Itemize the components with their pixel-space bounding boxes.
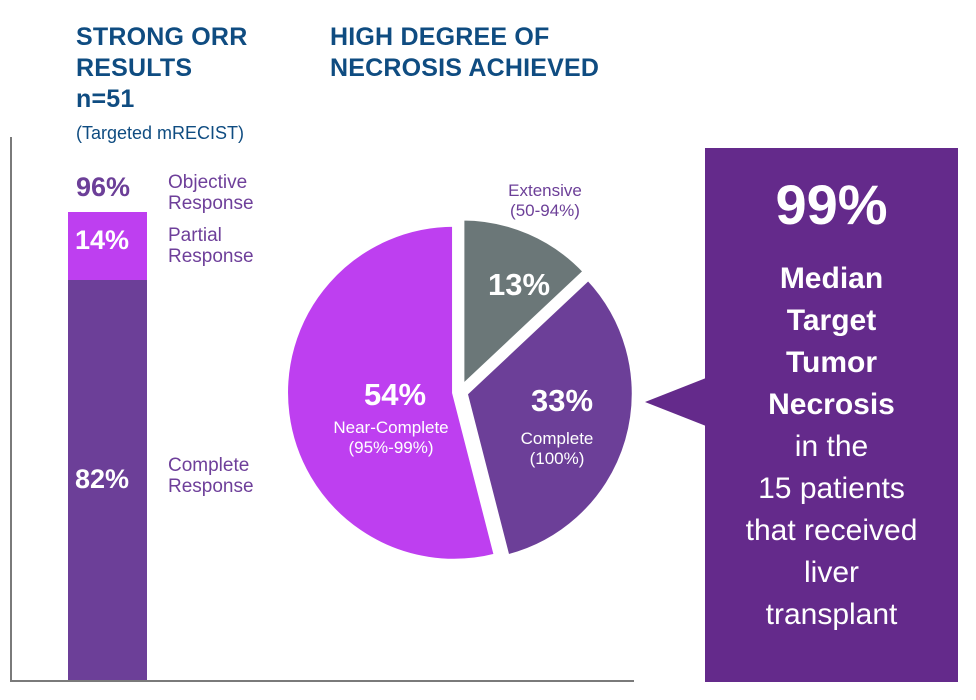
necrosis-title: HIGH DEGREE OF NECROSIS ACHIEVED — [330, 22, 599, 84]
objective-response-label-line2: Response — [168, 193, 254, 214]
objective-response-label: Objective Response — [168, 172, 254, 214]
complete-response-label: Complete Response — [168, 455, 254, 497]
complete-response-label-line2: Response — [168, 476, 254, 497]
necrosis-title-line1: HIGH DEGREE OF — [330, 23, 550, 51]
necrosis-pie-chart: 54% Near-Complete (95%-99%) 33% Complete… — [284, 181, 636, 563]
pie-extensive-label-line1: Extensive — [508, 181, 582, 200]
objective-response-label-line1: Objective — [168, 172, 248, 193]
partial-response-label-line1: Partial — [168, 225, 222, 246]
callout-line5: in the — [794, 430, 869, 463]
callout-line6: 15 patients — [758, 472, 905, 505]
pie-extensive-label-line2: (50-94%) — [510, 201, 580, 220]
pie-slice-complete — [463, 275, 636, 559]
partial-response-label-line2: Response — [168, 246, 254, 267]
pie-complete-label-line2: (100%) — [530, 449, 585, 468]
callout-line9: transplant — [765, 598, 898, 631]
bar-total-value: 96% — [76, 172, 131, 202]
pie-near-complete-value: 54% — [364, 377, 426, 412]
pie-near-complete-label-line1: Near-Complete — [333, 418, 448, 437]
partial-response-label: Partial Response — [168, 225, 254, 267]
callout-line8: liver — [803, 556, 859, 589]
callout-line7: that received — [745, 514, 918, 547]
y-axis-line — [10, 137, 12, 682]
pie-slice-extensive — [460, 216, 588, 392]
orr-title: STRONG ORR RESULTS n=51 — [76, 22, 247, 115]
necrosis-title-line2: NECROSIS ACHIEVED — [330, 54, 600, 82]
orr-subtitle: (Targeted mRECIST) — [76, 123, 245, 143]
orr-title-line1: STRONG ORR — [76, 23, 248, 51]
x-axis-line — [10, 680, 634, 682]
orr-title-line3: n=51 — [76, 85, 135, 113]
callout-line4: Necrosis — [768, 388, 895, 421]
callout-value: 99% — [775, 173, 888, 236]
pie-slice-near-complete — [284, 222, 499, 563]
callout-line3: Tumor — [785, 346, 878, 379]
callout-line1: Median — [779, 262, 884, 295]
callout-pointer — [645, 378, 706, 426]
bar-partial-response — [68, 212, 147, 281]
pie-near-complete-label-line2: (95%-99%) — [348, 438, 433, 457]
callout-line2: Target — [786, 304, 877, 337]
pie-complete-value: 33% — [531, 383, 593, 418]
bar-complete-value: 82% — [75, 464, 130, 495]
bar-complete-response — [68, 280, 147, 680]
pie-extensive-value: 13% — [488, 267, 550, 302]
pie-complete-label-line1: Complete — [521, 429, 594, 448]
callout-box: 99% Median Target Tumor Necrosis in the … — [705, 148, 958, 682]
complete-response-label-line1: Complete — [168, 455, 250, 476]
bar-partial-value: 14% — [75, 225, 130, 255]
orr-title-line2: RESULTS — [76, 54, 193, 82]
